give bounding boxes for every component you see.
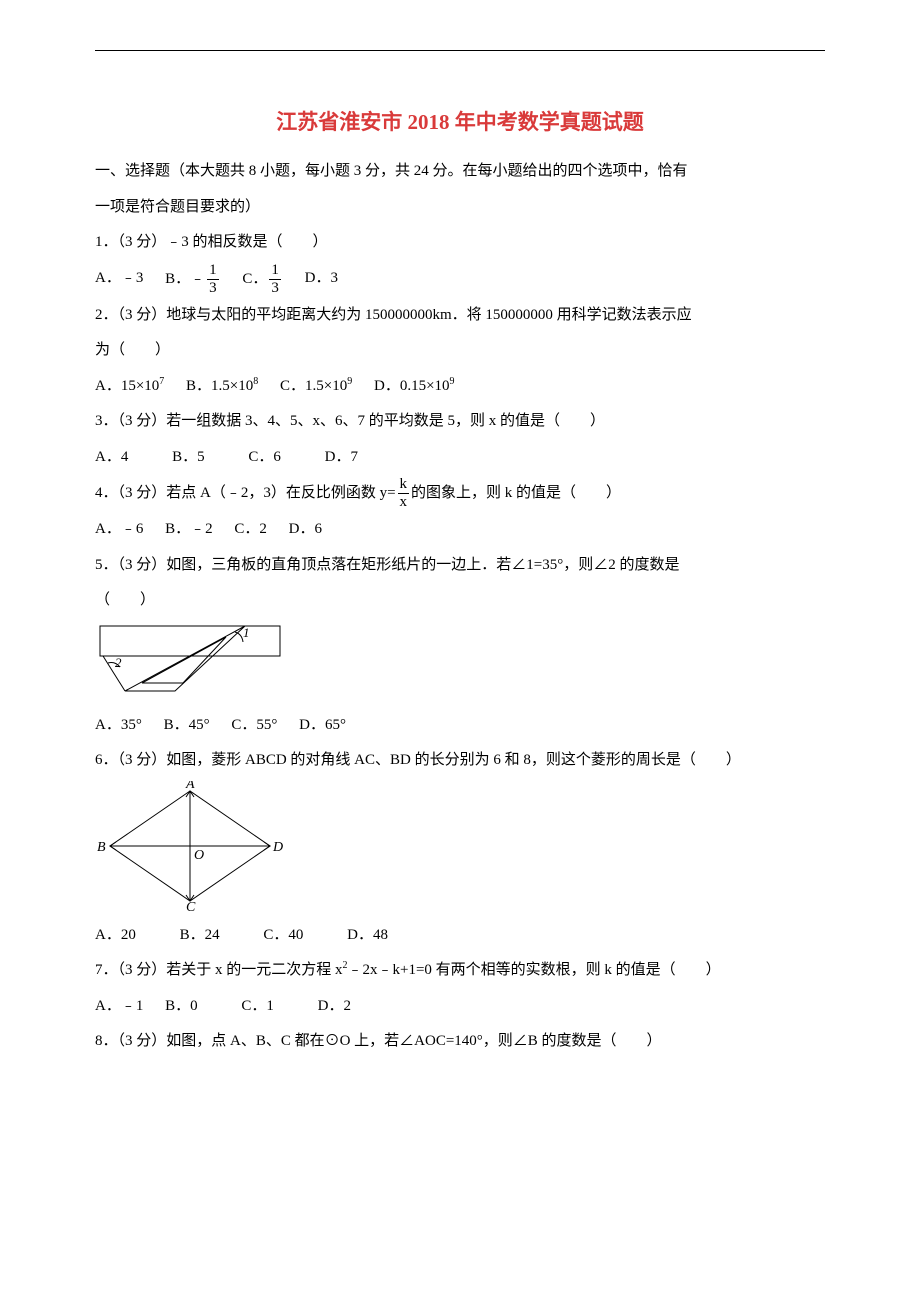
page-title: 江苏省淮安市 2018 年中考数学真题试题	[95, 106, 825, 136]
q4-opt-c: C．2	[234, 514, 267, 546]
q3-opt-c: C．6	[248, 442, 281, 474]
q2-b-sup: 8	[253, 376, 258, 387]
q1-opt-b-pre: B．﹣	[165, 270, 205, 286]
q5-stem-1: 5．（3 分）如图，三角板的直角顶点落在矩形纸片的一边上．若∠1=35°，则∠2…	[95, 550, 825, 582]
q8-stem: 8．（3 分）如图，点 A、B、C 都在⊙O 上，若∠AOC=140°，则∠B …	[95, 1026, 825, 1058]
svg-text:D: D	[272, 840, 283, 855]
q5-opt-b: B．45°	[164, 710, 210, 742]
q5-opt-a: A．35°	[95, 710, 142, 742]
q6-options: A．20 B．24 C．40 D．48	[95, 920, 825, 952]
q1-opt-a: A．﹣3	[95, 263, 143, 295]
svg-text:1: 1	[243, 625, 250, 640]
q4-opt-d: D．6	[289, 514, 322, 546]
q2-options: A．15×107 B．1.5×108 C．1.5×109 D．0.15×109	[95, 371, 825, 403]
q2-stem-1: 2．（3 分）地球与太阳的平均距离大约为 150000000km．将 15000…	[95, 300, 825, 332]
q7-opt-c: C．1	[241, 991, 274, 1023]
q4-stem-post: 的图象上，则 k 的值是（ ）	[411, 485, 621, 501]
q5-options: A．35° B．45° C．55° D．65°	[95, 710, 825, 742]
q3-stem: 3．（3 分）若一组数据 3、4、5、x、6、7 的平均数是 5，则 x 的值是…	[95, 406, 825, 438]
q3-opt-b: B．5	[172, 442, 205, 474]
q1-opt-c-frac: 13	[269, 263, 281, 296]
q5-diagram-svg: 12	[95, 621, 285, 701]
q2-c-sup: 9	[347, 376, 352, 387]
frac-den: x	[398, 494, 410, 510]
q1-opt-c: C．13	[242, 263, 283, 296]
svg-text:A: A	[185, 781, 195, 792]
q5-stem-2: （ ）	[95, 585, 825, 617]
q4-frac: kx	[398, 477, 410, 510]
q7-stem-pre: 7．（3 分）若关于 x 的一元二次方程 x	[95, 962, 343, 978]
q7-opt-d: D．2	[318, 991, 351, 1023]
frac-den: 3	[207, 280, 219, 296]
q2-opt-c: C．1.5×109	[280, 371, 352, 403]
q4-stem: 4．（3 分）若点 A（﹣2，3）在反比例函数 y=kx的图象上，则 k 的值是…	[95, 477, 825, 510]
svg-text:O: O	[194, 848, 204, 863]
q4-options: A．﹣6 B．﹣2 C．2 D．6	[95, 514, 825, 546]
section-intro-line1: 一、选择题（本大题共 8 小题，每小题 3 分，共 24 分。在每小题给出的四个…	[95, 156, 825, 188]
q2-d-sup: 9	[450, 376, 455, 387]
svg-text:2: 2	[115, 655, 122, 670]
q6-opt-c: C．40	[263, 920, 303, 952]
q7-stem-mid: ﹣2x﹣k+1=0 有两个相等的实数根，则 k 的值是（ ）	[348, 962, 721, 978]
q7-opt-b: B．0	[165, 991, 198, 1023]
q2-c-pre: C．1.5×10	[280, 378, 347, 394]
q7-options: A．﹣1 B．0 C．1 D．2	[95, 991, 825, 1023]
top-divider	[95, 50, 825, 51]
q3-opt-a: A．4	[95, 442, 128, 474]
frac-num: 1	[207, 263, 219, 280]
q3-options: A．4 B．5 C．6 D．7	[95, 442, 825, 474]
q2-opt-b: B．1.5×108	[186, 371, 258, 403]
q2-a-sup: 7	[159, 376, 164, 387]
section-intro-line2: 一项是符合题目要求的）	[95, 192, 825, 224]
frac-num: 1	[269, 263, 281, 280]
svg-text:C: C	[186, 900, 196, 911]
q1-stem: 1．（3 分）﹣3 的相反数是（ ）	[95, 227, 825, 259]
q6-opt-a: A．20	[95, 920, 136, 952]
q6-diagram-svg: A B C D O	[95, 781, 285, 911]
q1-opt-c-pre: C．	[242, 270, 267, 286]
q4-opt-b: B．﹣2	[165, 514, 213, 546]
q1-opt-b: B．﹣13	[165, 263, 221, 296]
frac-den: 3	[269, 280, 281, 296]
q7-opt-a: A．﹣1	[95, 991, 143, 1023]
q3-opt-d: D．7	[325, 442, 358, 474]
q1-opt-d: D．3	[305, 263, 338, 295]
q1-options: A．﹣3 B．﹣13 C．13 D．3	[95, 263, 825, 296]
q4-stem-pre: 4．（3 分）若点 A（﹣2，3）在反比例函数 y=	[95, 485, 396, 501]
q5-opt-c: C．55°	[231, 710, 277, 742]
q5-figure: 12	[95, 621, 825, 706]
q4-opt-a: A．﹣6	[95, 514, 143, 546]
q2-b-pre: B．1.5×10	[186, 378, 253, 394]
q6-stem: 6．（3 分）如图，菱形 ABCD 的对角线 AC、BD 的长分别为 6 和 8…	[95, 745, 825, 777]
q2-d-pre: D．0.15×10	[374, 378, 450, 394]
q6-figure: A B C D O	[95, 781, 825, 916]
q2-opt-a: A．15×107	[95, 371, 164, 403]
q2-a-pre: A．15×10	[95, 378, 159, 394]
svg-text:B: B	[97, 840, 106, 855]
q7-stem: 7．（3 分）若关于 x 的一元二次方程 x2﹣2x﹣k+1=0 有两个相等的实…	[95, 955, 825, 987]
q6-opt-d: D．48	[347, 920, 388, 952]
q2-stem-2: 为（ ）	[95, 335, 825, 367]
q1-opt-b-frac: 13	[207, 263, 219, 296]
frac-num: k	[398, 477, 410, 494]
q2-opt-d: D．0.15×109	[374, 371, 455, 403]
q6-opt-b: B．24	[180, 920, 220, 952]
q5-opt-d: D．65°	[299, 710, 346, 742]
